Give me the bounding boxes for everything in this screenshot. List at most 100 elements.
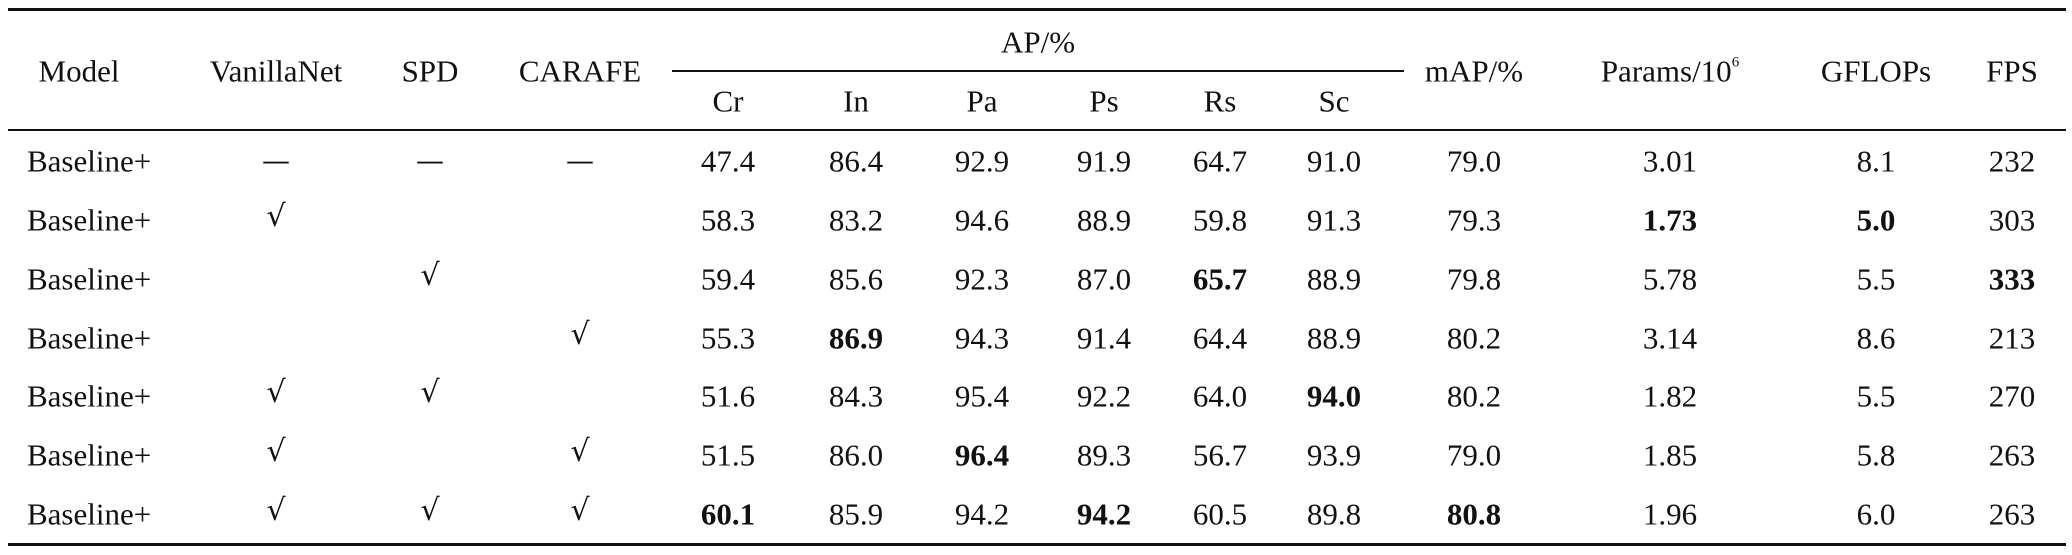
- header-params-label: Params/10: [1600, 53, 1732, 89]
- cell-ap-in: 84.3: [828, 378, 884, 414]
- cell-ap-cr: 60.1: [700, 496, 756, 532]
- cell-ap-sc: 91.3: [1306, 202, 1362, 238]
- header-fps: FPS: [1986, 53, 2038, 89]
- cell-carafe: √: [570, 493, 590, 528]
- cell-vanillanet: √: [266, 493, 286, 528]
- cell-ap-rs: 64.7: [1192, 143, 1248, 179]
- header-ap-pa: Pa: [966, 83, 998, 119]
- header-ap-group: AP/%: [1000, 24, 1076, 60]
- cell-model: Baseline+: [27, 202, 152, 238]
- cell-ap-rs: 65.7: [1192, 261, 1248, 297]
- cell-ap-sc: 88.9: [1306, 261, 1362, 297]
- cell-map: 79.0: [1446, 437, 1502, 473]
- cell-fps: 232: [1988, 143, 2036, 179]
- cell-ap-ps: 91.4: [1076, 320, 1132, 356]
- cell-ap-sc: 94.0: [1306, 378, 1362, 414]
- cell-model: Baseline+: [27, 143, 152, 179]
- cell-gflops: 5.0: [1856, 202, 1896, 238]
- cell-carafe: √: [570, 317, 590, 352]
- cell-model: Baseline+: [27, 378, 152, 414]
- header-ap-ps: Ps: [1089, 83, 1119, 119]
- table-bottom-rule: [8, 543, 2066, 546]
- cell-ap-sc: 88.9: [1306, 320, 1362, 356]
- header-params-exponent: 6: [1731, 54, 1740, 71]
- cell-ap-pa: 94.3: [954, 320, 1010, 356]
- header-ap-sc: Sc: [1318, 83, 1350, 119]
- cell-ap-pa: 94.6: [954, 202, 1010, 238]
- table-header-rule: [8, 129, 2066, 131]
- cell-ap-sc: 91.0: [1306, 143, 1362, 179]
- header-gflops: GFLOPs: [1820, 53, 1932, 89]
- cell-map: 79.3: [1446, 202, 1502, 238]
- cell-fps: 333: [1988, 261, 2036, 297]
- cell-params: 1.96: [1642, 496, 1698, 532]
- cell-ap-ps: 89.3: [1076, 437, 1132, 473]
- cell-gflops: 5.5: [1856, 378, 1896, 414]
- cell-params: 1.85: [1642, 437, 1698, 473]
- header-model: Model: [38, 53, 120, 89]
- cell-map: 79.8: [1446, 261, 1502, 297]
- header-map: mAP/%: [1424, 53, 1524, 89]
- cell-ap-rs: 59.8: [1192, 202, 1248, 238]
- header-ap-in: In: [843, 83, 869, 119]
- table-top-rule: [8, 8, 2066, 11]
- cell-carafe: √: [570, 434, 590, 469]
- cell-ap-pa: 96.4: [954, 437, 1010, 473]
- cell-model: Baseline+: [27, 437, 152, 473]
- header-ap-cr: Cr: [712, 83, 744, 119]
- cell-ap-pa: 95.4: [954, 378, 1010, 414]
- cell-vanillanet: √: [266, 199, 286, 234]
- cell-fps: 270: [1988, 378, 2036, 414]
- cell-ap-in: 85.9: [828, 496, 884, 532]
- cell-carafe: —: [566, 144, 594, 177]
- cell-ap-ps: 91.9: [1076, 143, 1132, 179]
- ap-group-rule: [672, 70, 1404, 72]
- cell-vanillanet: —: [262, 144, 290, 177]
- cell-ap-cr: 58.3: [700, 202, 756, 238]
- cell-fps: 263: [1988, 496, 2036, 532]
- cell-ap-pa: 92.9: [954, 143, 1010, 179]
- cell-ap-in: 86.9: [828, 320, 884, 356]
- cell-ap-pa: 92.3: [954, 261, 1010, 297]
- cell-spd: √: [420, 375, 440, 410]
- cell-params: 5.78: [1642, 261, 1698, 297]
- header-carafe: CARAFE: [518, 53, 642, 89]
- cell-ap-rs: 64.4: [1192, 320, 1248, 356]
- header-ap-rs: Rs: [1203, 83, 1237, 119]
- cell-ap-rs: 56.7: [1192, 437, 1248, 473]
- cell-ap-pa: 94.2: [954, 496, 1010, 532]
- cell-ap-in: 85.6: [828, 261, 884, 297]
- cell-ap-ps: 88.9: [1076, 202, 1132, 238]
- cell-ap-ps: 92.2: [1076, 378, 1132, 414]
- cell-ap-ps: 87.0: [1076, 261, 1132, 297]
- cell-ap-cr: 55.3: [700, 320, 756, 356]
- cell-model: Baseline+: [27, 320, 152, 356]
- cell-model: Baseline+: [27, 261, 152, 297]
- cell-gflops: 6.0: [1856, 496, 1896, 532]
- cell-ap-cr: 51.5: [700, 437, 756, 473]
- header-vanillanet: VanillaNet: [209, 53, 343, 89]
- cell-ap-rs: 60.5: [1192, 496, 1248, 532]
- cell-fps: 303: [1988, 202, 2036, 238]
- cell-map: 80.2: [1446, 378, 1502, 414]
- cell-ap-cr: 59.4: [700, 261, 756, 297]
- header-spd: SPD: [401, 53, 459, 89]
- cell-spd: √: [420, 493, 440, 528]
- cell-fps: 213: [1988, 320, 2036, 356]
- cell-model: Baseline+: [27, 496, 152, 532]
- cell-ap-sc: 93.9: [1306, 437, 1362, 473]
- cell-ap-sc: 89.8: [1306, 496, 1362, 532]
- cell-map: 79.0: [1446, 143, 1502, 179]
- cell-spd: √: [420, 258, 440, 293]
- cell-ap-cr: 47.4: [700, 143, 756, 179]
- cell-gflops: 5.5: [1856, 261, 1896, 297]
- cell-ap-rs: 64.0: [1192, 378, 1248, 414]
- cell-map: 80.2: [1446, 320, 1502, 356]
- cell-params: 1.73: [1642, 202, 1698, 238]
- cell-gflops: 8.6: [1856, 320, 1896, 356]
- cell-ap-ps: 94.2: [1076, 496, 1132, 532]
- cell-gflops: 8.1: [1856, 143, 1896, 179]
- cell-vanillanet: √: [266, 375, 286, 410]
- cell-map: 80.8: [1446, 496, 1502, 532]
- cell-ap-cr: 51.6: [700, 378, 756, 414]
